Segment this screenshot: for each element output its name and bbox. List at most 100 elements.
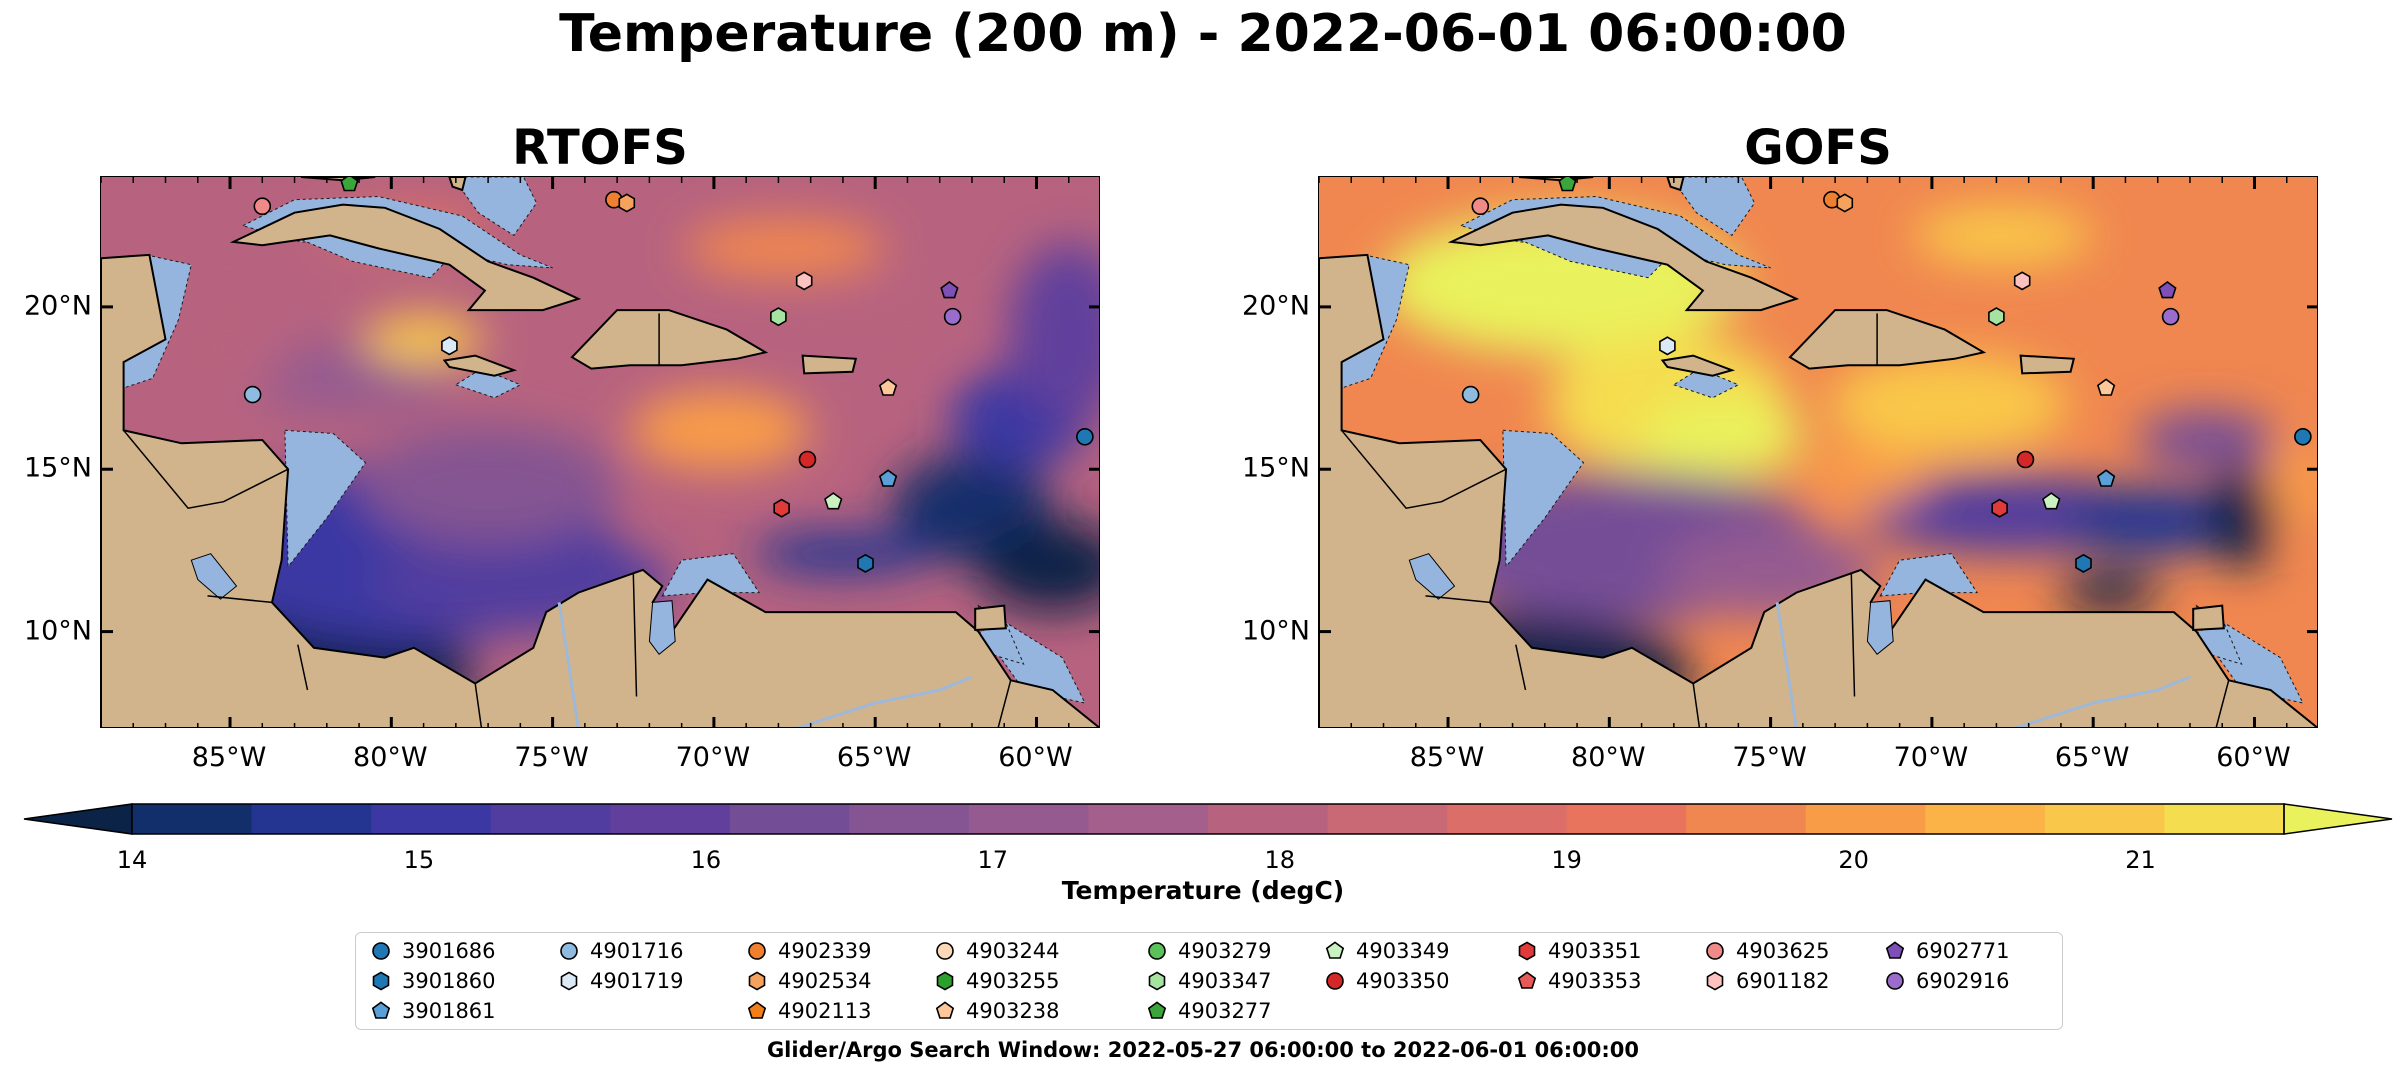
float-marker (1991, 498, 2008, 518)
legend-entry: 4903625 (1704, 939, 1830, 963)
search-window-caption: Glider/Argo Search Window: 2022-05-27 06… (766, 1038, 1640, 1062)
legend-label: 4902534 (778, 969, 872, 993)
country-border (632, 573, 638, 697)
river (795, 675, 973, 727)
rtofs-map[interactable] (100, 176, 1100, 728)
legend-entry: 4903351 (1516, 939, 1642, 963)
colorbar-outline (131, 803, 2285, 835)
florida-land (1518, 177, 1594, 182)
panel-title-gofs: GOFS (1744, 120, 1892, 176)
shallow-shelf (284, 429, 367, 568)
legend-entry: 4902339 (746, 939, 872, 963)
pentagon-marker-icon (935, 1001, 955, 1019)
colorbar-segment (1327, 804, 1448, 834)
circle-marker-icon (936, 942, 954, 960)
lon-tick-label: 70°W (675, 742, 751, 773)
puerto-rico-land (2019, 354, 2076, 375)
float-marker (618, 193, 636, 213)
temperature-patch (1807, 445, 1928, 506)
shallow-shelf (1502, 429, 1585, 568)
cuba-land (229, 203, 582, 312)
river (557, 602, 580, 727)
hexagon-marker-icon (372, 971, 390, 991)
hexagon-marker-icon (1706, 971, 1724, 991)
hexagon-marker-icon (936, 971, 954, 991)
shallow-shelf (2175, 617, 2243, 665)
legend-label: 6902916 (1916, 969, 2010, 993)
lon-tick-label: 75°W (514, 742, 589, 773)
pentagon-marker-icon (371, 1001, 391, 1019)
colorbar-tick-label: 19 (1551, 846, 1582, 874)
legend-entry: 6901182 (1704, 969, 1830, 993)
legend-label: 4903238 (966, 999, 1060, 1023)
lon-tick-label: 70°W (1893, 742, 1969, 773)
pentagon-marker-icon (747, 1001, 767, 1019)
colorbar-tick-label: 18 (1264, 846, 1295, 874)
pentagon-marker-icon (1517, 971, 1537, 989)
legend-label: 4903279 (1178, 939, 1272, 963)
colorbar-segment (2044, 804, 2165, 834)
colorbar-segment (251, 804, 372, 834)
lon-tick-label: 80°W (1571, 742, 1646, 773)
float-marker (1836, 193, 1854, 213)
float-marker (1471, 197, 1490, 216)
legend-label: 6901182 (1736, 969, 1830, 993)
temperature-patch (630, 390, 811, 471)
temperature-patch (684, 218, 885, 279)
circle-marker-icon (1326, 972, 1344, 990)
legend-label: 3901860 (402, 969, 496, 993)
legend-label: 4903353 (1548, 969, 1642, 993)
legend-label: 4903351 (1548, 939, 1642, 963)
colorbar-tick-label: 14 (116, 846, 148, 874)
float-marker (1558, 177, 1577, 192)
temperature-patch (1642, 396, 1803, 477)
hexagon-marker-icon (748, 971, 766, 991)
colorbar-segment (1447, 804, 1568, 834)
legend-entry: 4901716 (558, 939, 684, 963)
country-border (1850, 573, 1856, 697)
temperature-patch (752, 531, 933, 576)
colorbar-title: Temperature (degC) (1061, 876, 1345, 905)
float-marker (878, 378, 898, 396)
pentagon-marker-icon (1325, 941, 1345, 959)
float-marker (1659, 336, 1676, 356)
legend-label: 4903255 (966, 969, 1060, 993)
panel-title-rtofs: RTOFS (512, 120, 688, 176)
temperature-patch (1912, 205, 2093, 266)
colorbar-segment (610, 804, 731, 834)
country-border (1692, 683, 1701, 727)
float-marker (2096, 378, 2116, 396)
legend-label: 6902771 (1916, 939, 2010, 963)
float-marker (2016, 450, 2035, 469)
legend-entry: 4902113 (746, 999, 872, 1023)
hexagon-marker-icon (1148, 971, 1166, 991)
float-marker (878, 469, 898, 487)
hispaniola-land (570, 309, 769, 370)
legend-label: 4902113 (778, 999, 872, 1023)
andros-land (448, 177, 467, 192)
gofs-map[interactable] (1318, 176, 2318, 728)
shallow-shelf (1669, 177, 1756, 237)
pentagon-marker-icon (1147, 1001, 1167, 1019)
float-marker (2042, 492, 2061, 510)
float-marker (441, 336, 458, 356)
legend-label: 4903625 (1736, 939, 1830, 963)
legend-label: 3901861 (402, 999, 496, 1023)
colorbar-segment (1208, 804, 1329, 834)
circle-marker-icon (1148, 942, 1166, 960)
float-marker (857, 553, 874, 573)
float-marker (1988, 307, 2005, 327)
colorbar-low-extend (23, 803, 133, 835)
hexagon-marker-icon (560, 971, 578, 991)
lat-tick-label: 20°N (1241, 290, 1310, 322)
temperature-patch (175, 299, 286, 400)
lake-nicaragua (190, 553, 238, 600)
float-marker (2161, 307, 2180, 326)
temperature-patch (2269, 445, 2317, 526)
andros-land (1666, 177, 1685, 192)
float-marker (770, 307, 787, 327)
temperature-patch (2136, 410, 2277, 471)
country-border (1425, 595, 1491, 604)
temperature-colorbar (23, 803, 2393, 835)
float-marker (1076, 427, 1094, 446)
